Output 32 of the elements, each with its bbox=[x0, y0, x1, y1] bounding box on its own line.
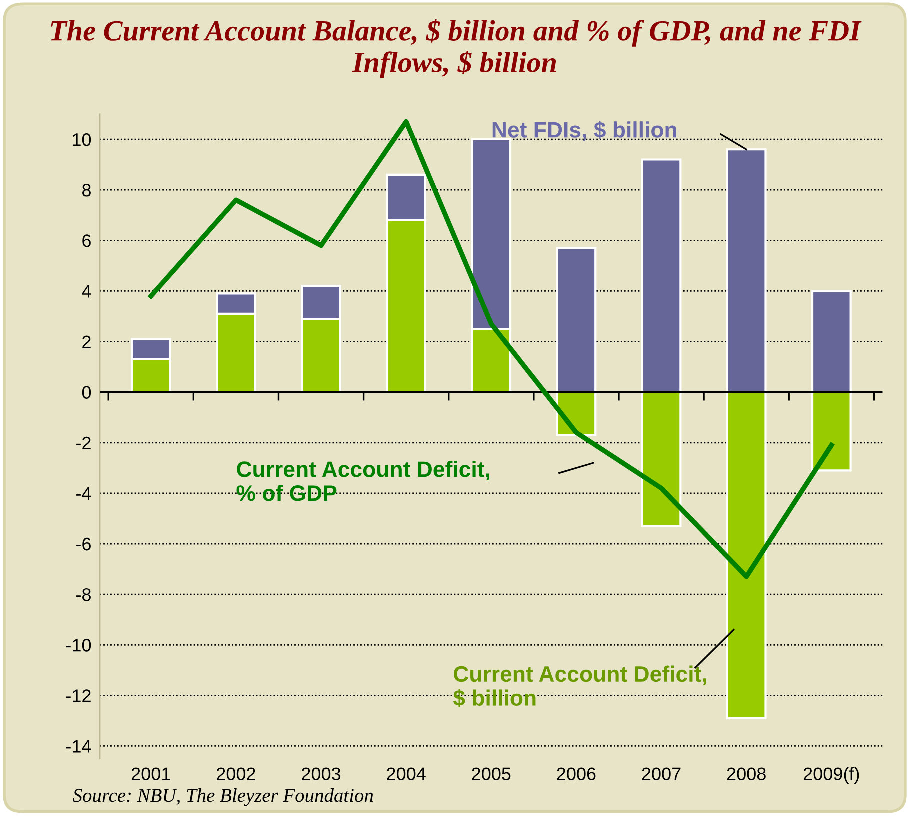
y-tick-label: 6 bbox=[82, 234, 91, 248]
y-tick-label: -2 bbox=[76, 436, 91, 450]
y-tick-label: 0 bbox=[82, 386, 92, 400]
y-tick-label: 4 bbox=[82, 285, 92, 298]
y-tick-label: -12 bbox=[66, 690, 91, 702]
x-tick-label: 2008 bbox=[727, 768, 766, 780]
y-tick-label: 8 bbox=[82, 184, 91, 197]
series-label: Current Account Deficit, $ billion bbox=[453, 666, 706, 708]
x-tick-label: 2005 bbox=[472, 768, 511, 780]
y-tick-label: -14 bbox=[66, 740, 92, 753]
bar bbox=[811, 290, 852, 394]
y-tick-label: -8 bbox=[76, 588, 91, 602]
source-note: Source: NBU, The Bleyzer Foundation bbox=[73, 788, 374, 806]
x-tick-label: 2003 bbox=[302, 768, 341, 780]
y-tick-label: -4 bbox=[76, 488, 92, 500]
x-tick-label: 2001 bbox=[132, 768, 170, 780]
y-tick-label: 10 bbox=[73, 133, 92, 146]
chart-title: The Current Account Balance, $ billion and % of GDP, and ne FDI Inflows, $ billion bbox=[51, 20, 862, 78]
y-tick-label: -6 bbox=[76, 538, 91, 551]
y-tick-label: -10 bbox=[66, 639, 92, 652]
bar bbox=[556, 247, 597, 394]
bar bbox=[726, 148, 767, 394]
text: Current Account Deficit, % of GDP bbox=[236, 461, 490, 502]
bar bbox=[641, 158, 682, 394]
x-tick-label: 2006 bbox=[557, 768, 596, 780]
y-tick-label: 2 bbox=[82, 336, 91, 348]
x-tick-label: 2009(f) bbox=[804, 767, 860, 784]
series-label: Net FDIs, $ billion bbox=[492, 121, 676, 142]
x-tick-label: 2004 bbox=[387, 768, 426, 780]
x-tick-label: 2002 bbox=[217, 768, 256, 780]
x-tick-label: 2007 bbox=[642, 768, 681, 780]
line-series bbox=[148, 119, 834, 580]
